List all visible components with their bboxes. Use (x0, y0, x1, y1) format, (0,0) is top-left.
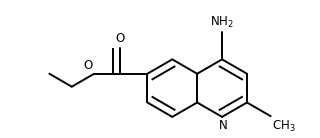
Text: NH$_2$: NH$_2$ (210, 15, 234, 30)
Text: N: N (219, 120, 228, 132)
Text: O: O (84, 59, 92, 72)
Text: CH$_3$: CH$_3$ (272, 119, 296, 134)
Text: O: O (116, 32, 125, 45)
